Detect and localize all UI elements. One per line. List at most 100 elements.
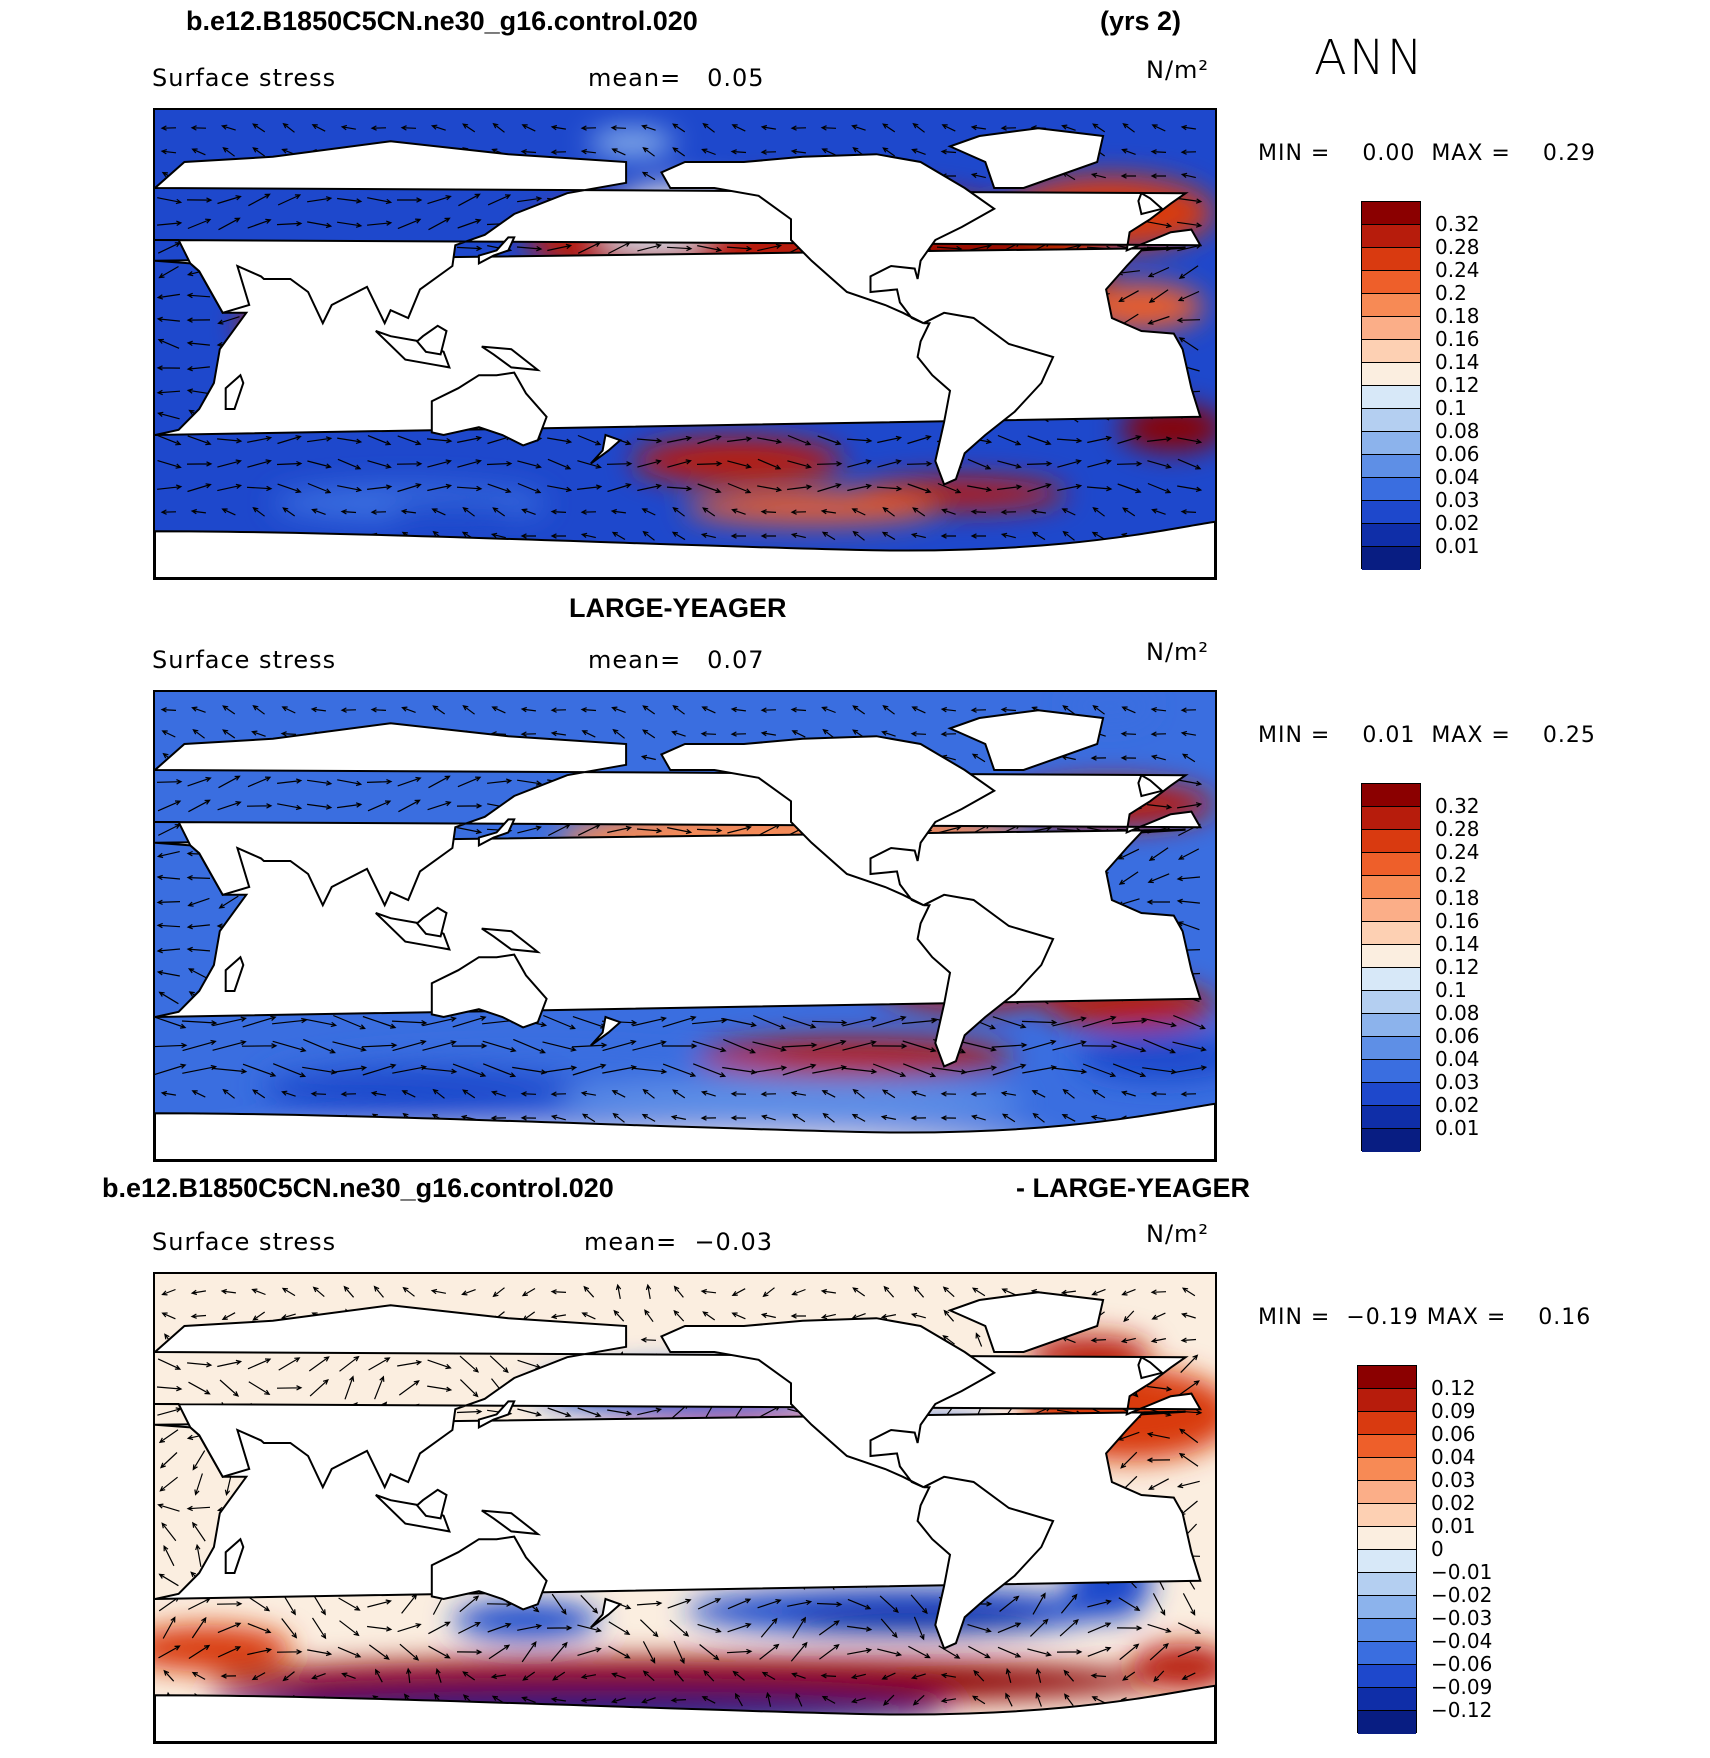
vector-arrow — [546, 1625, 573, 1631]
vector-arrow — [281, 1090, 296, 1097]
colorbar-tick-label: 0.03 — [1435, 1070, 1480, 1094]
vector-arrow — [847, 483, 873, 492]
vector-arrow — [734, 1692, 743, 1707]
vector-arrow — [1147, 804, 1173, 810]
vector-arrow — [967, 458, 992, 470]
vector-arrow — [637, 483, 663, 492]
colorbar-tick-label: 0.32 — [1435, 212, 1480, 236]
vector-arrow — [1150, 149, 1167, 155]
vector-arrow — [731, 508, 746, 515]
vector-arrow — [672, 1089, 686, 1099]
vector-arrow — [1148, 1478, 1169, 1490]
vector-arrow — [435, 1667, 442, 1683]
vector-arrow — [997, 460, 1022, 469]
vector-arrow — [221, 1312, 236, 1320]
colorbar-tick-label: 0.18 — [1435, 886, 1480, 910]
colorbar-tick-label: −0.12 — [1431, 1698, 1493, 1722]
vector-arrow — [337, 802, 363, 809]
colorbar-tick-label: 0.32 — [1435, 794, 1480, 818]
vector-arrow — [730, 533, 746, 539]
vector-arrow — [636, 827, 663, 834]
vector-arrow — [550, 149, 567, 155]
vector-arrow — [458, 1621, 481, 1634]
vector-arrow — [309, 1378, 329, 1397]
colorbar-swatch — [1362, 294, 1420, 317]
vector-arrow — [451, 1043, 488, 1049]
vector-arrow — [727, 1622, 752, 1633]
vector-arrow — [1177, 779, 1203, 786]
vector-arrow — [611, 148, 626, 156]
vector-arrow — [612, 728, 625, 739]
vector-arrow — [281, 1287, 296, 1297]
vector-arrow — [547, 1407, 572, 1418]
vector-arrow — [456, 245, 483, 252]
colorbar-swatch — [1358, 1527, 1416, 1550]
vector-arrow — [852, 530, 865, 541]
vector-arrow — [782, 1016, 817, 1029]
vector-arrow — [1180, 1091, 1197, 1097]
vector-arrow — [852, 1287, 866, 1297]
vector-arrow — [1150, 1337, 1167, 1344]
vector-arrow — [1178, 1452, 1199, 1467]
continent-outline — [375, 330, 451, 369]
vector-arrow — [1146, 899, 1170, 905]
vector-arrow — [1052, 1040, 1087, 1051]
vector-arrow — [821, 1695, 836, 1704]
vector-arrow — [517, 482, 542, 494]
colorbar-swatch — [1362, 455, 1420, 478]
vector-arrow — [731, 124, 746, 132]
vector-arrow — [791, 1288, 806, 1296]
continent-outline — [415, 906, 448, 938]
vector-arrow — [642, 1641, 656, 1664]
vector-arrow — [883, 1694, 895, 1706]
field-contour — [1130, 1643, 1215, 1691]
vector-arrow — [791, 1113, 806, 1123]
vector-arrow — [222, 146, 235, 157]
vector-arrow — [583, 1285, 595, 1298]
vector-arrow — [242, 1063, 277, 1077]
vector-arrow — [641, 1113, 656, 1122]
colorbar-tick-label: 0 — [1431, 1537, 1444, 1561]
colorbar-swatch — [1362, 830, 1420, 853]
vector-arrow — [757, 437, 783, 444]
variable-label: Surface stress — [152, 1228, 337, 1256]
vector-arrow — [1035, 1667, 1042, 1683]
colorbar-swatch — [1362, 1060, 1420, 1083]
vector-arrow — [975, 1332, 983, 1347]
vector-arrow — [1177, 1646, 1202, 1658]
colorbar-tick-label: 0.1 — [1435, 396, 1467, 420]
vector-arrow — [760, 509, 777, 515]
vector-arrow — [790, 532, 806, 539]
vector-arrow — [212, 1067, 248, 1074]
vector-arrow — [251, 730, 266, 737]
colorbar-tick-label: 0.24 — [1435, 258, 1480, 282]
vector-arrow — [375, 1668, 383, 1683]
vector-arrow — [700, 532, 716, 539]
vector-arrow — [459, 1355, 480, 1373]
vector-arrow — [644, 1309, 654, 1323]
colorbar-swatch — [1362, 248, 1420, 271]
colorbar-swatch — [1362, 225, 1420, 248]
colorbar-tick-label: 0.09 — [1431, 1399, 1476, 1423]
vector-arrow — [156, 970, 180, 977]
vector-arrow — [1090, 172, 1106, 179]
vector-arrow — [1031, 1090, 1046, 1098]
vector-arrow — [520, 149, 537, 155]
colorbar-swatch — [1362, 1037, 1420, 1060]
vector-arrow — [222, 729, 236, 739]
units-label: N/m² — [1146, 1220, 1210, 1248]
vector-arrow — [547, 437, 573, 444]
vector-arrow — [611, 706, 626, 713]
vector-arrow — [276, 460, 303, 467]
min-text: MIN = — [1258, 1305, 1331, 1330]
years-label: (yrs 2) — [1100, 6, 1182, 36]
colorbar-swatch — [1358, 1366, 1416, 1389]
mean-label: mean= 0.05 — [588, 64, 765, 92]
vector-arrow — [311, 1617, 327, 1640]
vector-arrow — [821, 1090, 836, 1098]
vector-arrow — [337, 779, 363, 787]
vector-arrow — [186, 317, 211, 323]
continent-outline — [477, 1400, 516, 1430]
vector-arrow — [642, 530, 655, 541]
vector-arrow — [1112, 1040, 1147, 1053]
